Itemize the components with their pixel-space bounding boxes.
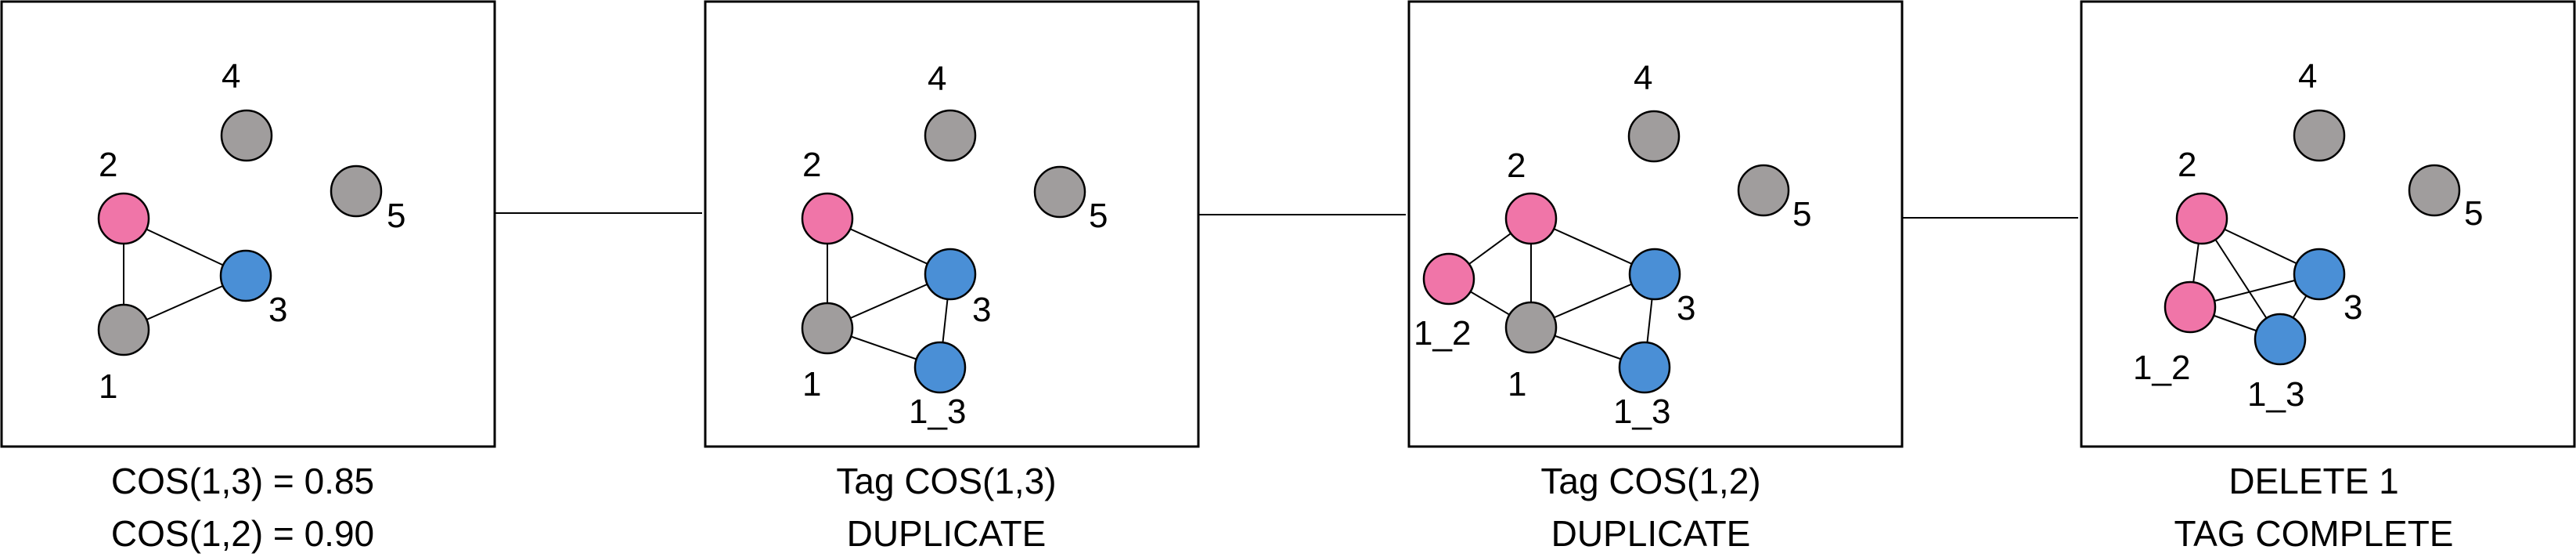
panel-caption-line-2: COS(1,2) = 0.90 [111, 513, 374, 554]
node-1 [97, 303, 150, 356]
panel-frame [0, 0, 496, 448]
node-label-1_3: 1_3 [1613, 392, 1670, 431]
node-label-1: 1 [99, 367, 117, 406]
node-label-4: 4 [222, 57, 240, 96]
node-3 [219, 249, 272, 302]
node-1_3 [2254, 313, 2307, 366]
node-5 [2408, 164, 2461, 217]
panel-3: 4 5 2 1_2 3 1 1_3 Tag COS(1,2) DUPLICATE [1407, 0, 1904, 554]
node-label-5: 5 [2464, 194, 2483, 233]
node-1_3 [913, 341, 967, 394]
node-3 [1628, 248, 1681, 301]
node-1_2 [2163, 280, 2217, 334]
node-3 [2293, 248, 2346, 301]
node-label-1_2: 1_2 [1414, 314, 1471, 353]
node-2 [801, 192, 854, 245]
node-label-3: 3 [972, 291, 991, 329]
node-1 [801, 302, 854, 355]
panel-caption-line-2: DUPLICATE [1551, 513, 1751, 554]
node-label-4: 4 [2298, 57, 2317, 96]
node-5 [1033, 165, 1086, 219]
node-label-1: 1 [802, 365, 821, 403]
panel-frame [2080, 0, 2576, 448]
node-1_3 [1618, 341, 1671, 394]
panel-caption-line-1: Tag COS(1,3) [836, 461, 1056, 501]
panel-caption-line-2: DUPLICATE [847, 513, 1047, 554]
node-4 [924, 109, 977, 162]
node-label-1_3: 1_3 [909, 392, 966, 431]
panel-4: 4 5 2 3 1_2 1_3 DELETE 1 TAG COMPLETE [2080, 0, 2576, 554]
node-label-2: 2 [2178, 146, 2196, 184]
node-4 [2293, 109, 2346, 162]
node-2 [2175, 192, 2228, 245]
node-4 [220, 109, 273, 162]
node-label-3: 3 [1677, 289, 1695, 327]
node-label-5: 5 [1792, 195, 1811, 233]
panel-caption-line-1: Tag COS(1,2) [1540, 461, 1760, 501]
node-label-5: 5 [1089, 197, 1108, 235]
panel-caption-line-1: DELETE 1 [2228, 461, 2398, 501]
node-label-1: 1 [1508, 365, 1526, 403]
node-label-1_3: 1_3 [2247, 375, 2304, 414]
node-label-4: 4 [928, 60, 946, 98]
node-label-1_2: 1_2 [2133, 349, 2190, 387]
node-label-4: 4 [1634, 59, 1652, 97]
panel-caption-line-2: TAG COMPLETE [2174, 513, 2454, 554]
node-label-2: 2 [99, 146, 117, 184]
node-label-3: 3 [268, 291, 287, 329]
node-1 [1504, 301, 1558, 354]
node-3 [924, 248, 977, 301]
node-label-3: 3 [2344, 288, 2362, 327]
node-1_2 [1422, 252, 1475, 306]
node-5 [1737, 164, 1790, 217]
node-5 [330, 165, 383, 218]
panel-2: 4 5 2 3 1 1_3 Tag COS(1,3) DUPLICATE [704, 0, 1200, 554]
panel-1: 4 5 2 3 1 COS(1,3) = 0.85 COS(1,2) = 0.90 [0, 0, 496, 554]
node-label-5: 5 [387, 197, 405, 235]
node-2 [97, 192, 150, 245]
node-2 [1504, 192, 1558, 245]
panel-connectors [495, 212, 2078, 219]
node-label-2: 2 [1507, 146, 1526, 185]
panel-caption-line-1: COS(1,3) = 0.85 [111, 461, 374, 501]
node-label-2: 2 [802, 146, 821, 184]
node-4 [1627, 110, 1681, 163]
